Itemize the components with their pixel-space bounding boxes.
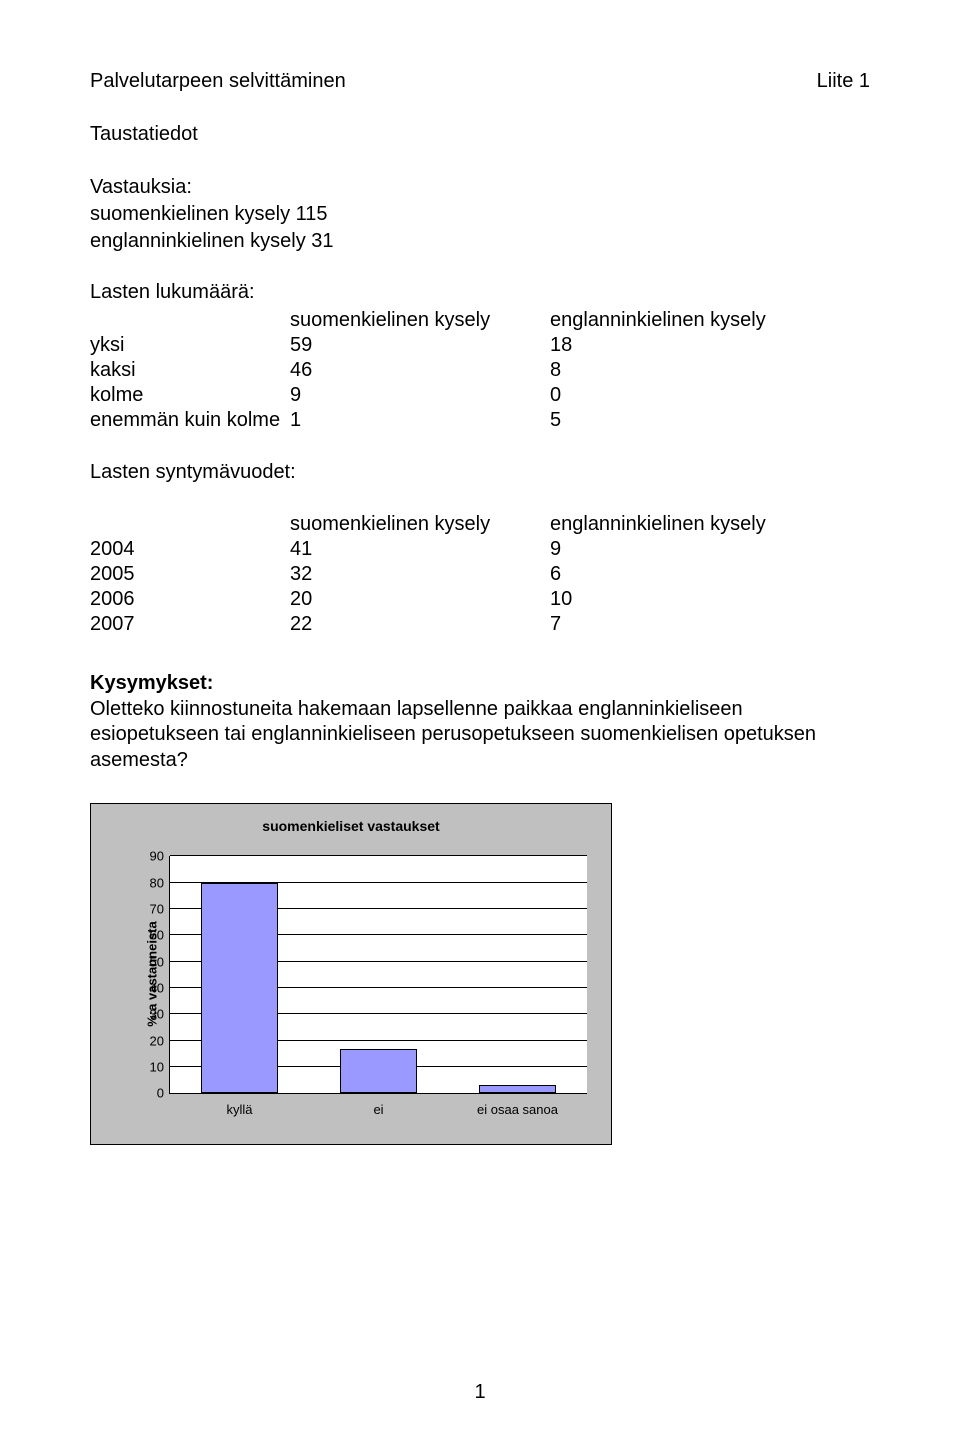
table-row: kolme 9 0 <box>90 383 810 408</box>
chart-xlabel: ei <box>373 1102 383 1117</box>
vastauksia-label: Vastauksia: <box>90 176 870 199</box>
table-row: 2005 32 6 <box>90 562 810 587</box>
chart-ytick: 50 <box>138 954 164 969</box>
row-en: 9 <box>550 537 810 562</box>
chart-ytick: 30 <box>138 1007 164 1022</box>
col-header-fi: suomenkielinen kysely <box>290 512 550 537</box>
vastauksia-fi: suomenkielinen kysely 115 <box>90 203 870 226</box>
row-fi: 41 <box>290 537 550 562</box>
table-header-row: suomenkielinen kysely englanninkielinen … <box>90 308 810 333</box>
table-row: yksi 59 18 <box>90 333 810 358</box>
kysymykset-label: Kysymykset: <box>90 672 213 694</box>
page-number: 1 <box>0 1381 960 1404</box>
table-syntymavuodet: suomenkielinen kysely englanninkielinen … <box>90 512 810 637</box>
row-en: 7 <box>550 612 810 637</box>
vastauksia-en: englanninkielinen kysely 31 <box>90 230 870 253</box>
table-row: kaksi 46 8 <box>90 358 810 383</box>
chart-bar <box>340 1049 416 1094</box>
row-en: 18 <box>550 333 810 358</box>
lasten-lukumaara-label: Lasten lukumäärä: <box>90 281 870 304</box>
row-fi: 9 <box>290 383 550 408</box>
chart-xlabel: kyllä <box>226 1102 252 1117</box>
chart-ytick: 60 <box>138 928 164 943</box>
table-row: 2006 20 10 <box>90 587 810 612</box>
row-fi: 32 <box>290 562 550 587</box>
lasten-syntymavuodet-label: Lasten syntymävuodet: <box>90 461 870 484</box>
table-lasten-lukumaara: suomenkielinen kysely englanninkielinen … <box>90 308 810 433</box>
question-text: Oletteko kiinnostuneita hakemaan lapsell… <box>90 698 816 771</box>
row-label: kaksi <box>90 358 290 383</box>
row-en: 8 <box>550 358 810 383</box>
col-header-en: englanninkielinen kysely <box>550 308 810 333</box>
row-fi: 20 <box>290 587 550 612</box>
row-fi: 22 <box>290 612 550 637</box>
row-label: 2006 <box>90 587 290 612</box>
chart-plot-area: 0102030405060708090kylläeiei osaa sanoa <box>169 856 587 1094</box>
table-row: 2007 22 7 <box>90 612 810 637</box>
col-header-en: englanninkielinen kysely <box>550 512 810 537</box>
row-label: enemmän kuin kolme <box>90 408 290 433</box>
table-row: enemmän kuin kolme 1 5 <box>90 408 810 433</box>
table-row: 2004 41 9 <box>90 537 810 562</box>
chart-ytick: 0 <box>138 1086 164 1101</box>
row-en: 10 <box>550 587 810 612</box>
header-attachment-label: Liite 1 <box>817 70 870 93</box>
chart-title: suomenkieliset vastaukset <box>91 818 611 834</box>
question-block: Kysymykset: Oletteko kiinnostuneita hake… <box>90 671 870 773</box>
row-fi: 59 <box>290 333 550 358</box>
table-header-row: suomenkielinen kysely englanninkielinen … <box>90 512 810 537</box>
chart-ytick: 10 <box>138 1060 164 1075</box>
chart-gridline <box>170 855 587 856</box>
row-fi: 1 <box>290 408 550 433</box>
page: Liite 1 Palvelutarpeen selvittäminen Tau… <box>0 0 960 1434</box>
chart-bar <box>201 883 277 1094</box>
row-fi: 46 <box>290 358 550 383</box>
row-en: 5 <box>550 408 810 433</box>
col-header-fi: suomenkielinen kysely <box>290 308 550 333</box>
row-label: 2007 <box>90 612 290 637</box>
chart-container: suomenkieliset vastaukset %:a vastanneis… <box>90 803 612 1145</box>
row-label: kolme <box>90 383 290 408</box>
chart-bar <box>479 1085 555 1093</box>
row-en: 6 <box>550 562 810 587</box>
row-en: 0 <box>550 383 810 408</box>
row-label: 2005 <box>90 562 290 587</box>
chart-ytick: 20 <box>138 1033 164 1048</box>
chart-ytick: 90 <box>138 849 164 864</box>
chart-panel: suomenkieliset vastaukset %:a vastanneis… <box>91 804 611 1144</box>
chart-ytick: 40 <box>138 981 164 996</box>
page-title: Palvelutarpeen selvittäminen <box>90 70 870 93</box>
chart-ytick: 80 <box>138 875 164 890</box>
row-label: 2004 <box>90 537 290 562</box>
row-label: yksi <box>90 333 290 358</box>
chart-xlabel: ei osaa sanoa <box>477 1102 558 1117</box>
chart-ytick: 70 <box>138 902 164 917</box>
section-taustatiedot: Taustatiedot <box>90 123 870 146</box>
